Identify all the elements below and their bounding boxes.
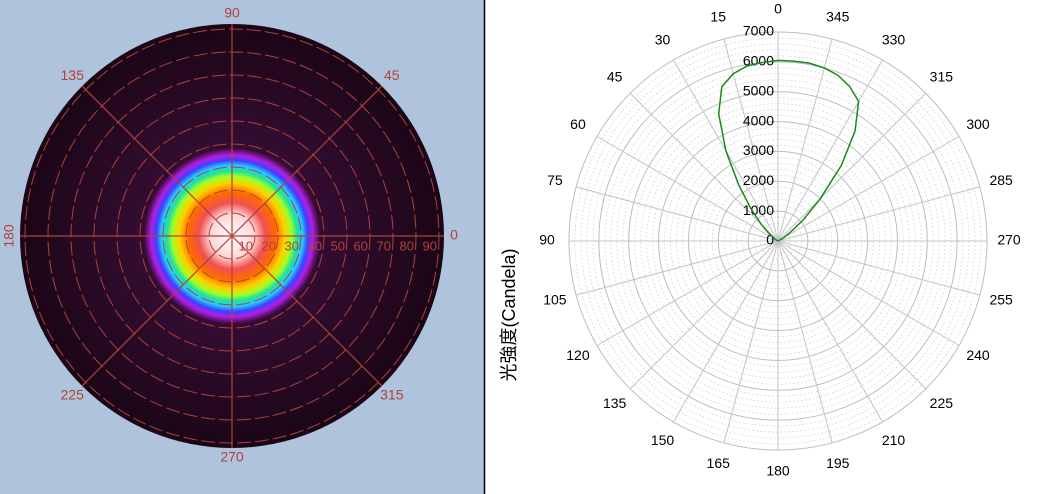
grid-spoke	[629, 92, 779, 242]
grid-spoke	[777, 59, 883, 242]
y-axis-label: 光強度(Candela)	[499, 248, 519, 381]
grid-spoke	[777, 240, 927, 390]
right-panel	[484, 0, 1043, 494]
angle-tick-label: 0	[450, 227, 458, 243]
grid-spoke	[723, 240, 779, 444]
radial-tick-label: 2000	[743, 172, 774, 188]
angle-tick-label: 270	[997, 232, 1021, 248]
angle-tick-label: 225	[61, 387, 85, 403]
angle-tick-label: 315	[380, 387, 404, 403]
angle-tick-label: 300	[966, 116, 990, 132]
radial-tick-label: 0	[766, 232, 774, 248]
angle-tick-label: 225	[930, 395, 954, 411]
angle-tick-label: 90	[224, 5, 240, 21]
intensity-curve	[717, 59, 860, 242]
radial-tick-label: 40	[308, 238, 322, 253]
angle-tick-label: 315	[930, 68, 954, 84]
angle-tick-label: 15	[710, 9, 726, 25]
angle-tick-label: 75	[547, 172, 563, 188]
angle-tick-label: 270	[220, 449, 244, 465]
radial-tick-label: 3000	[743, 142, 774, 158]
radial-tick-label: 1000	[743, 202, 774, 218]
grid-spoke	[777, 240, 883, 423]
grid-spoke	[575, 240, 779, 296]
radial-tick-label: 70	[377, 238, 391, 253]
grid-spoke	[777, 136, 960, 242]
angle-tick-label: 135	[603, 395, 627, 411]
radial-tick-label: 30	[285, 238, 299, 253]
axis-line	[231, 85, 383, 237]
radial-tick-label: 60	[354, 238, 368, 253]
axis-line	[81, 85, 233, 237]
angle-tick-label: 165	[707, 455, 731, 471]
grid-spoke	[596, 136, 779, 242]
grid-spoke	[629, 240, 779, 390]
angle-tick-label: 180	[766, 463, 790, 479]
grid-spoke	[777, 186, 981, 242]
grid-spoke	[575, 186, 779, 242]
angle-tick-label: 150	[651, 432, 675, 448]
grid-spoke	[777, 240, 981, 296]
angle-tick-label: 45	[384, 67, 400, 83]
angle-tick-label: 105	[543, 291, 567, 307]
grid-spoke	[723, 38, 779, 242]
grid-spoke	[777, 240, 960, 346]
radial-tick-label: 20	[262, 238, 276, 253]
radial-tick-label: 4000	[743, 112, 774, 128]
radial-tick-label: 10	[239, 238, 253, 253]
radial-tick-label: 5000	[743, 82, 774, 98]
radial-tick-label: 50	[331, 238, 345, 253]
grid-spoke	[673, 240, 779, 423]
angle-tick-label: 0	[774, 1, 782, 17]
grid-spoke	[596, 240, 779, 346]
angle-tick-label: 240	[966, 347, 990, 363]
angle-tick-label: 90	[539, 232, 555, 248]
angle-tick-label: 120	[566, 347, 590, 363]
radial-tick-label: 90	[423, 238, 437, 253]
axis-line	[81, 235, 233, 387]
grid-spoke	[777, 38, 833, 242]
angle-tick-label: 255	[989, 291, 1013, 307]
angle-tick-label: 45	[607, 68, 623, 84]
angle-tick-label: 345	[826, 9, 850, 25]
angle-tick-label: 60	[570, 116, 586, 132]
grid-spoke	[777, 240, 833, 444]
angle-tick-label: 195	[826, 455, 850, 471]
angle-tick-label: 180	[1, 224, 17, 248]
angle-tick-label: 210	[882, 432, 906, 448]
radial-tick-label: 7000	[743, 23, 774, 39]
angle-tick-label: 285	[989, 172, 1013, 188]
radial-tick-label: 80	[400, 238, 414, 253]
axis-line	[231, 235, 383, 387]
angle-tick-label: 135	[61, 67, 85, 83]
grid-spoke	[777, 92, 927, 242]
angle-tick-label: 330	[882, 32, 906, 48]
angle-tick-label: 30	[655, 32, 671, 48]
